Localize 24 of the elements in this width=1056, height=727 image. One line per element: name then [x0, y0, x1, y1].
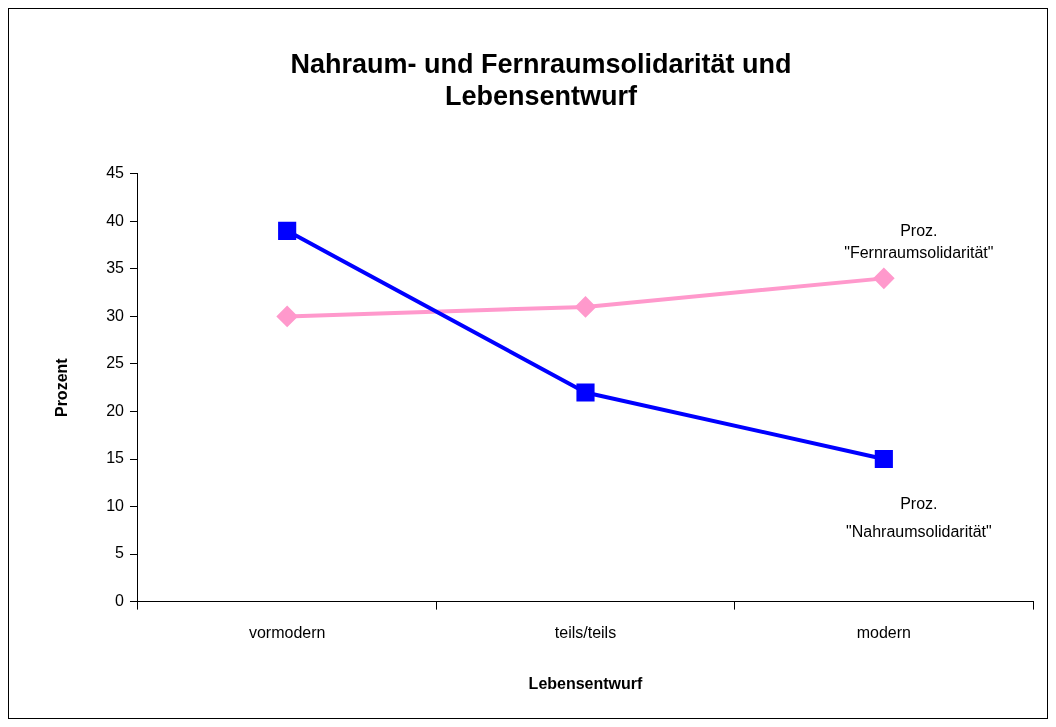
y-tick-label: 40 — [106, 211, 125, 229]
series-label: Proz. "Fernraumsolidarität" — [844, 222, 994, 262]
y-axis-title: Prozent — [53, 357, 71, 418]
y-tick-label: 30 — [106, 306, 125, 324]
y-tick-label: 5 — [115, 544, 125, 562]
text: Proz. "Nahraumsolidarität" — [846, 495, 992, 540]
y-tick-label: 25 — [106, 354, 125, 372]
point — [874, 449, 893, 469]
point — [575, 296, 596, 317]
chart-title: Nahraum- und Fernraumsolidarität und Lebensentwurf — [290, 48, 792, 112]
y-tick-label: 20 — [106, 401, 125, 419]
point — [873, 268, 894, 289]
y-tick-label: 15 — [106, 449, 125, 467]
point — [576, 383, 595, 402]
point — [277, 306, 298, 327]
y-tick-label: 35 — [106, 259, 125, 277]
y-tick-label: 0 — [115, 592, 125, 610]
point — [278, 221, 297, 240]
y-tick-label: 45 — [106, 164, 125, 182]
x-tick-label: modern — [856, 623, 911, 641]
x-axis-title: Lebensentwurf — [528, 674, 644, 692]
x-tick-label: teils/teils — [554, 623, 617, 641]
x-tick-label: vormodern — [248, 623, 326, 641]
y-tick-label: 10 — [106, 496, 125, 514]
